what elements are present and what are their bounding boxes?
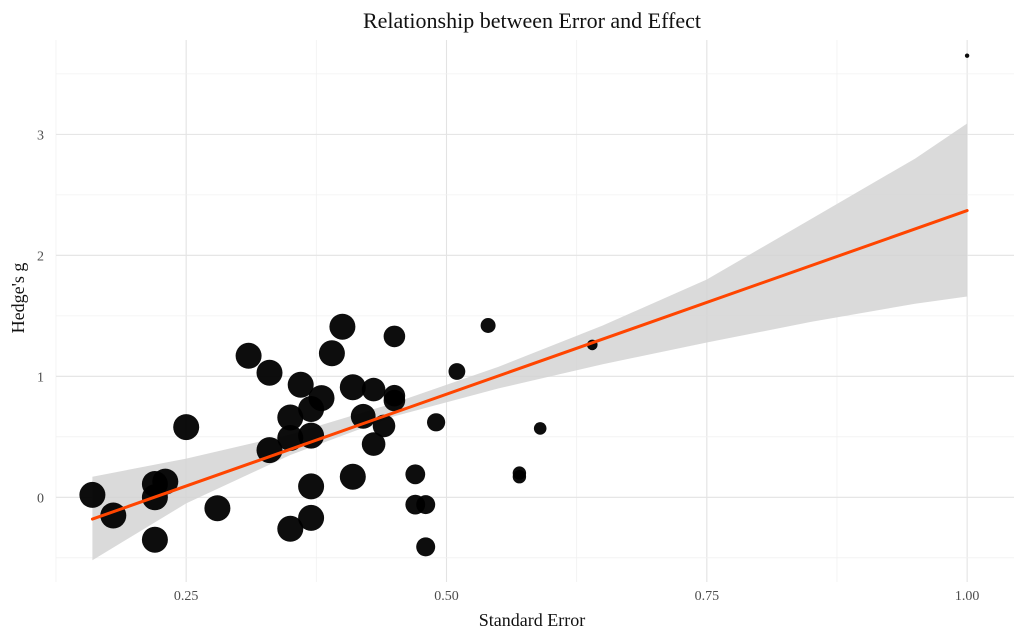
data-point xyxy=(277,425,304,451)
data-point xyxy=(405,464,426,485)
data-points-layer xyxy=(79,53,970,557)
data-point xyxy=(298,473,325,500)
x-tick-label: 1.00 xyxy=(955,589,980,604)
data-point xyxy=(152,468,179,495)
data-point xyxy=(298,422,325,449)
data-point xyxy=(339,374,366,401)
data-point xyxy=(339,463,366,490)
data-point xyxy=(79,481,106,508)
chart-title: Relationship between Error and Effect xyxy=(363,8,701,33)
data-point xyxy=(256,437,283,464)
data-point xyxy=(308,385,335,412)
y-tick-label: 0 xyxy=(37,491,44,506)
data-point xyxy=(204,495,231,522)
confidence-band xyxy=(92,123,968,561)
data-point xyxy=(383,389,406,412)
x-tick-label: 0.50 xyxy=(434,589,459,604)
x-tick-label: 0.25 xyxy=(174,589,199,604)
data-point xyxy=(318,340,345,367)
y-tick-label: 3 xyxy=(37,128,44,143)
data-point xyxy=(277,404,304,431)
data-point xyxy=(298,504,325,531)
data-point xyxy=(361,432,386,456)
data-point xyxy=(964,53,970,58)
tick-labels-layer: 0.25 0.50 0.75 1.00 0 1 2 3 xyxy=(37,128,979,604)
data-point xyxy=(512,470,527,484)
data-point xyxy=(480,318,496,333)
data-point xyxy=(141,526,168,553)
data-point xyxy=(277,515,304,542)
data-point xyxy=(416,495,436,515)
fit-line-layer xyxy=(90,209,969,521)
data-point xyxy=(173,414,200,441)
data-point xyxy=(256,359,283,386)
y-tick-label: 1 xyxy=(37,370,44,385)
data-point xyxy=(235,342,262,369)
confidence-band-layer xyxy=(92,123,968,561)
data-point xyxy=(383,325,406,348)
y-axis-label: Hedge's g xyxy=(8,263,28,334)
data-point xyxy=(361,377,386,402)
x-tick-label: 0.75 xyxy=(695,589,720,604)
y-tick-label: 2 xyxy=(37,249,44,264)
data-point xyxy=(416,537,436,557)
data-point xyxy=(372,414,396,438)
data-point xyxy=(427,413,446,432)
data-point xyxy=(448,363,466,380)
data-point xyxy=(533,422,547,435)
data-point xyxy=(287,371,314,398)
data-point xyxy=(329,313,356,340)
x-axis-label: Standard Error xyxy=(479,610,585,630)
regression-line xyxy=(90,209,969,521)
